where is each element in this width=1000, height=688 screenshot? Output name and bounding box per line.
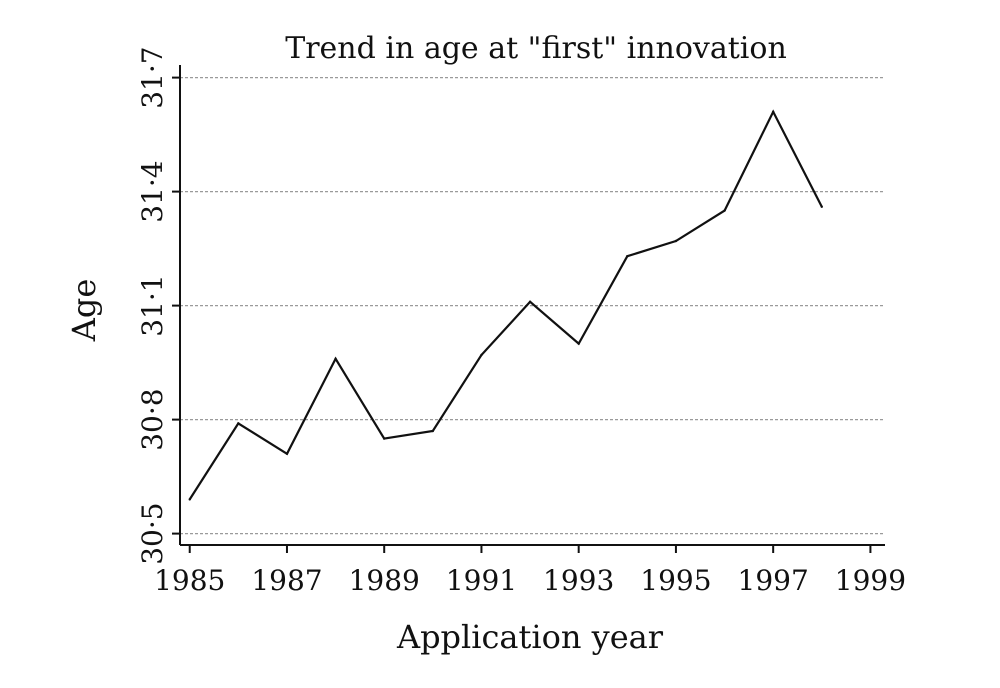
data-point-0-5 (431, 429, 435, 433)
data-point-0-8 (577, 342, 580, 345)
x-tick-label-6: 1997 (738, 564, 809, 597)
data-point-0-1 (237, 422, 240, 425)
data-point-0-9 (626, 255, 629, 258)
data-point-0-0 (188, 498, 191, 501)
grid-lines (180, 76, 885, 535)
x-tick-label-0: 1985 (154, 564, 225, 597)
x-tick-label-4: 1993 (543, 564, 614, 597)
axes (172, 65, 885, 553)
y-axis-label: Age (65, 279, 103, 343)
data-point-0-13 (820, 205, 823, 208)
x-tick-label-7: 1999 (835, 564, 906, 597)
x-tick-label-5: 1995 (640, 564, 711, 597)
tick-labels: 30·5 30·8 31·1 31·4 31·7 1985 1987 1989 1991 1993… (136, 46, 906, 597)
series-line-0 (188, 109, 823, 500)
chart-title: Trend in age at "first" innovation (285, 31, 787, 66)
data-point-0-12 (771, 110, 775, 114)
y-tick-label-1: 30·8 (136, 388, 169, 450)
x-tick-label-2: 1989 (349, 564, 420, 597)
data-point-0-3 (334, 357, 337, 360)
y-tick-label-2: 31·1 (136, 274, 169, 336)
y-tick-label-0: 30·5 (136, 502, 169, 564)
data-point-0-2 (285, 452, 289, 455)
data-point-0-6 (480, 353, 483, 357)
data-point-0-7 (528, 300, 532, 303)
x-tick-label-3: 1991 (446, 564, 517, 597)
y-tick-label-3: 31·4 (136, 160, 169, 222)
x-tick-label-1: 1987 (251, 564, 322, 597)
y-tick-label-4: 31·7 (136, 46, 169, 108)
series-layer (188, 109, 823, 501)
data-point-0-4 (383, 437, 386, 440)
data-point-0-10 (674, 239, 678, 243)
x-axis-label: Application year (396, 618, 664, 656)
data-point-0-11 (723, 209, 726, 212)
